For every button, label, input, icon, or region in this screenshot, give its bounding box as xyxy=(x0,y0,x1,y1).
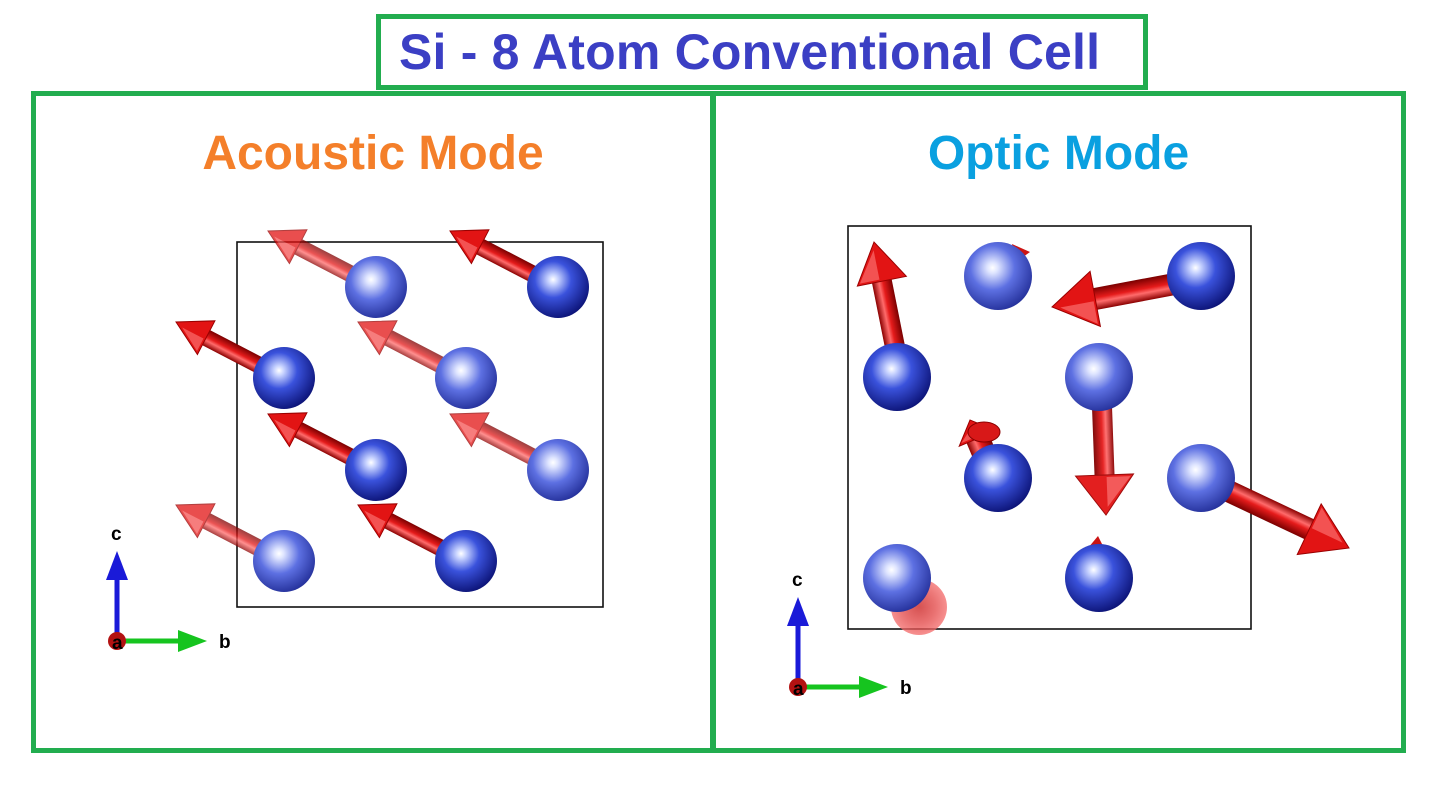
si-atom xyxy=(253,530,315,592)
si-atom xyxy=(1065,343,1133,411)
axis-c-label: c xyxy=(792,570,803,591)
si-atom xyxy=(435,530,497,592)
si-atom xyxy=(863,544,931,612)
axis-c-arrow-icon xyxy=(106,551,128,580)
si-atom xyxy=(863,343,931,411)
axis-c-label: c xyxy=(111,524,122,545)
axis-a-icon xyxy=(789,678,807,696)
axis-a-label: a xyxy=(112,633,123,654)
si-atom xyxy=(1167,242,1235,310)
axis-b-label: b xyxy=(219,632,231,653)
optic-atoms-layer xyxy=(856,241,1350,635)
si-atom xyxy=(1167,444,1235,512)
axis-b-arrow-icon xyxy=(178,630,207,652)
si-atom xyxy=(964,444,1032,512)
optic-cell-box xyxy=(847,225,1252,630)
si-atom xyxy=(345,256,407,318)
axis-b-label: b xyxy=(900,678,912,699)
acoustic-mode-title: Acoustic Mode xyxy=(202,127,544,180)
acoustic-mode-panel: Acoustic Mode xyxy=(31,91,715,753)
page-title: Si - 8 Atom Conventional Cell xyxy=(399,24,1101,80)
optic-mode-title: Optic Mode xyxy=(927,127,1190,180)
axis-a-icon xyxy=(108,632,126,650)
acoustic-atoms-layer xyxy=(175,229,589,592)
acoustic-axes: c b a xyxy=(106,524,231,654)
axis-b-arrow-icon xyxy=(859,676,888,698)
si-atom xyxy=(253,347,315,409)
si-atom xyxy=(964,242,1032,310)
acoustic-cell-box xyxy=(236,241,604,608)
axis-c-arrow-icon xyxy=(787,597,809,626)
si-atom xyxy=(527,256,589,318)
optic-mode-panel: Optic Mode xyxy=(711,91,1406,753)
si-atom xyxy=(1065,544,1133,612)
axis-a-label: a xyxy=(793,679,804,700)
si-atom xyxy=(345,439,407,501)
si-atom xyxy=(435,347,497,409)
title-box: Si - 8 Atom Conventional Cell xyxy=(376,14,1148,90)
si-atom xyxy=(527,439,589,501)
foreshortened-arrow-icon xyxy=(967,421,1001,443)
optic-axes: c b a xyxy=(787,570,912,700)
